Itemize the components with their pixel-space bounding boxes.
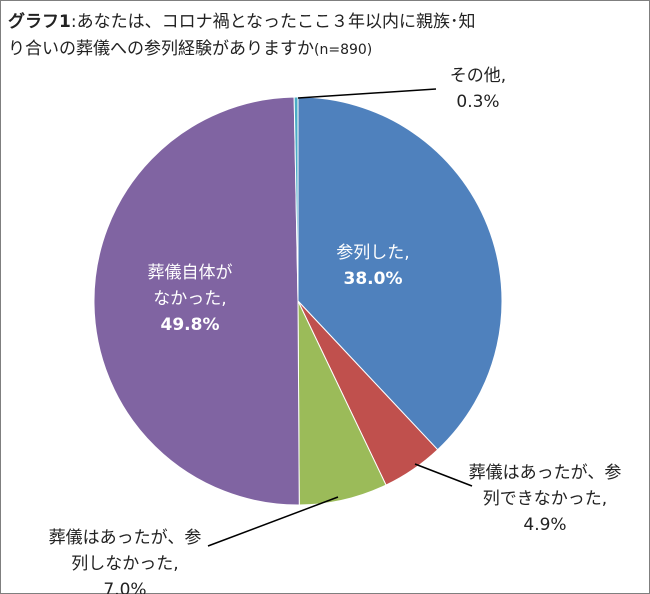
pie-slice-3 (93, 96, 300, 506)
data-label-text-3: 葬儀自体が (148, 263, 233, 283)
data-label-text-2: 列しなかった, (71, 554, 178, 574)
leader-line-2 (207, 496, 339, 547)
pie-slice-4 (293, 96, 299, 302)
data-label-text-3: なかった, (153, 289, 226, 309)
data-label-text-1: 列できなかった, (483, 489, 607, 509)
data-label-value-1: 4.9% (523, 515, 566, 535)
pie-slice-0 (297, 96, 503, 451)
leader-line-4 (297, 88, 437, 99)
data-label-value-0: 38.0% (344, 269, 403, 289)
data-label-text-0: 参列した, (336, 243, 409, 263)
data-label-value-3: 49.8% (161, 315, 220, 335)
leader-line-1 (414, 463, 473, 487)
data-label-text-1: 葬儀はあったが、参 (469, 463, 622, 483)
data-label-text-2: 葬儀はあったが、参 (49, 528, 202, 548)
title-line2: り合いの葬儀への参列経験がありますか (8, 39, 314, 59)
data-label-value-2: 7.0% (103, 580, 146, 594)
chart-title: グラフ1:あなたは、コロナ禍となったここ３年以内に親族･知 り合いの葬儀への参列… (8, 9, 638, 64)
data-label-value-4: 0.3% (456, 92, 499, 112)
data-label-text-4: その他, (450, 66, 506, 86)
title-lead: グラフ1 (8, 12, 71, 32)
title-sample-size: (n=890) (314, 42, 373, 58)
title-line1: :あなたは、コロナ禍となったここ３年以内に親族･知 (70, 12, 476, 32)
